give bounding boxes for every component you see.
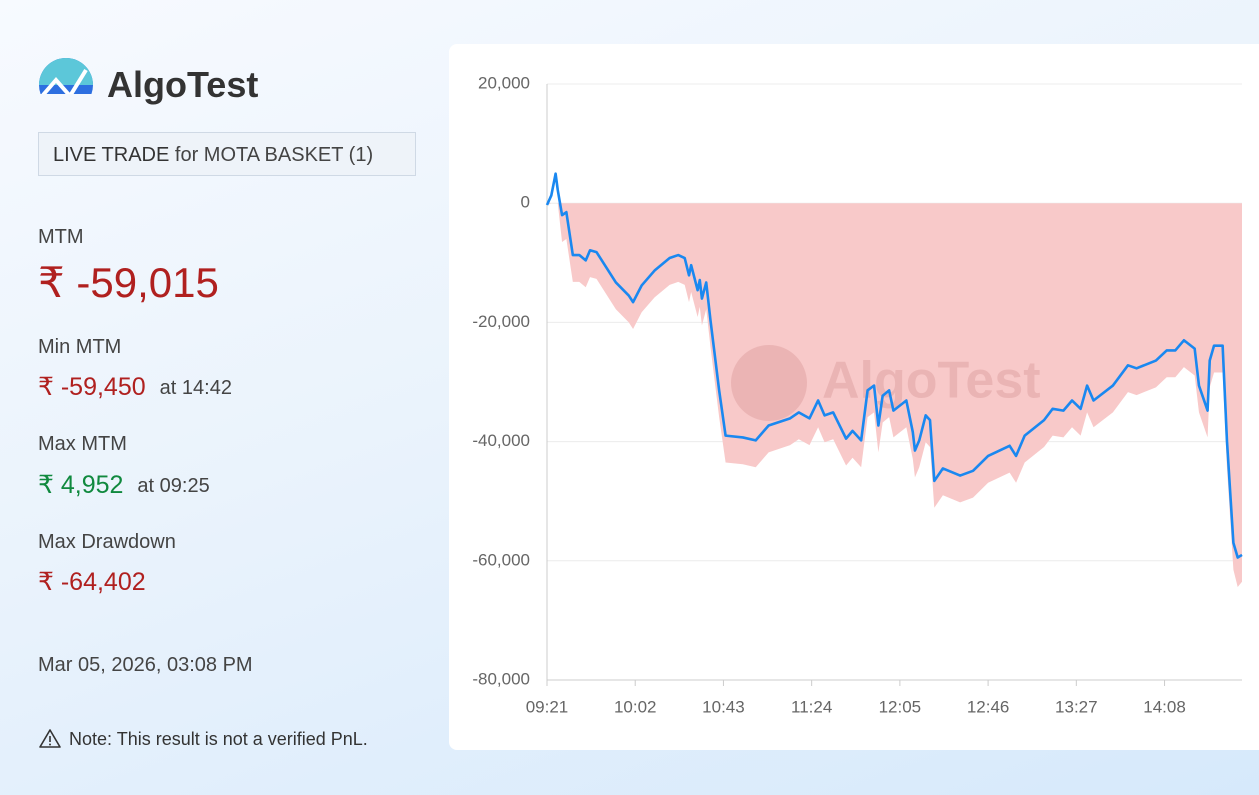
stat-value: ₹ 4,952: [38, 471, 124, 499]
stat-label: Min MTM: [38, 336, 122, 358]
stat-label: Max Drawdown: [38, 531, 176, 553]
brand: AlgoTest: [107, 64, 259, 105]
timestamp: Mar 05, 2026, 03:08 PM: [38, 654, 253, 676]
y-tick-label: -20,000: [472, 312, 530, 331]
badge: LIVE TRADE for MOTA BASKET (1): [38, 132, 416, 176]
y-tick-label: -80,000: [472, 669, 530, 688]
note: Note: This result is not a verified PnL.: [69, 729, 368, 749]
stat-value: ₹ -59,450: [38, 373, 146, 401]
x-tick-label: 10:02: [614, 697, 657, 716]
badge-text: for MOTA BASKET (1): [174, 144, 374, 166]
y-tick-label: 0: [521, 193, 530, 212]
logo: [39, 58, 93, 94]
stat-label: Max MTM: [38, 433, 127, 455]
x-tick-label: 11:24: [791, 697, 832, 716]
stat-time: at 14:42: [159, 377, 232, 399]
x-tick-label: 10:43: [702, 697, 745, 716]
x-tick-label: 09:21: [526, 697, 569, 716]
x-tick-label: 13:27: [1055, 697, 1098, 716]
stat-value: ₹ -64,402: [38, 568, 146, 596]
x-tick-label: 12:46: [967, 697, 1010, 716]
x-tick-label: 14:08: [1143, 697, 1186, 716]
stat-time: at 09:25: [137, 475, 210, 497]
y-tick-label: 20,000: [478, 73, 530, 92]
y-tick-label: -40,000: [472, 431, 530, 450]
y-tick-label: -60,000: [472, 550, 530, 569]
x-tick-label: 12:05: [879, 697, 922, 716]
stat-label: MTM: [38, 226, 84, 248]
watermark-text: AlgoTest: [822, 352, 1041, 410]
drawdown-area: [547, 203, 1242, 588]
watermark-logo: [731, 345, 807, 421]
mtm-line: [545, 172, 1243, 559]
badge-label: LIVE TRADE: [53, 144, 170, 166]
warning-icon: [39, 729, 61, 748]
stat-value: ₹ -59,015: [38, 259, 219, 306]
